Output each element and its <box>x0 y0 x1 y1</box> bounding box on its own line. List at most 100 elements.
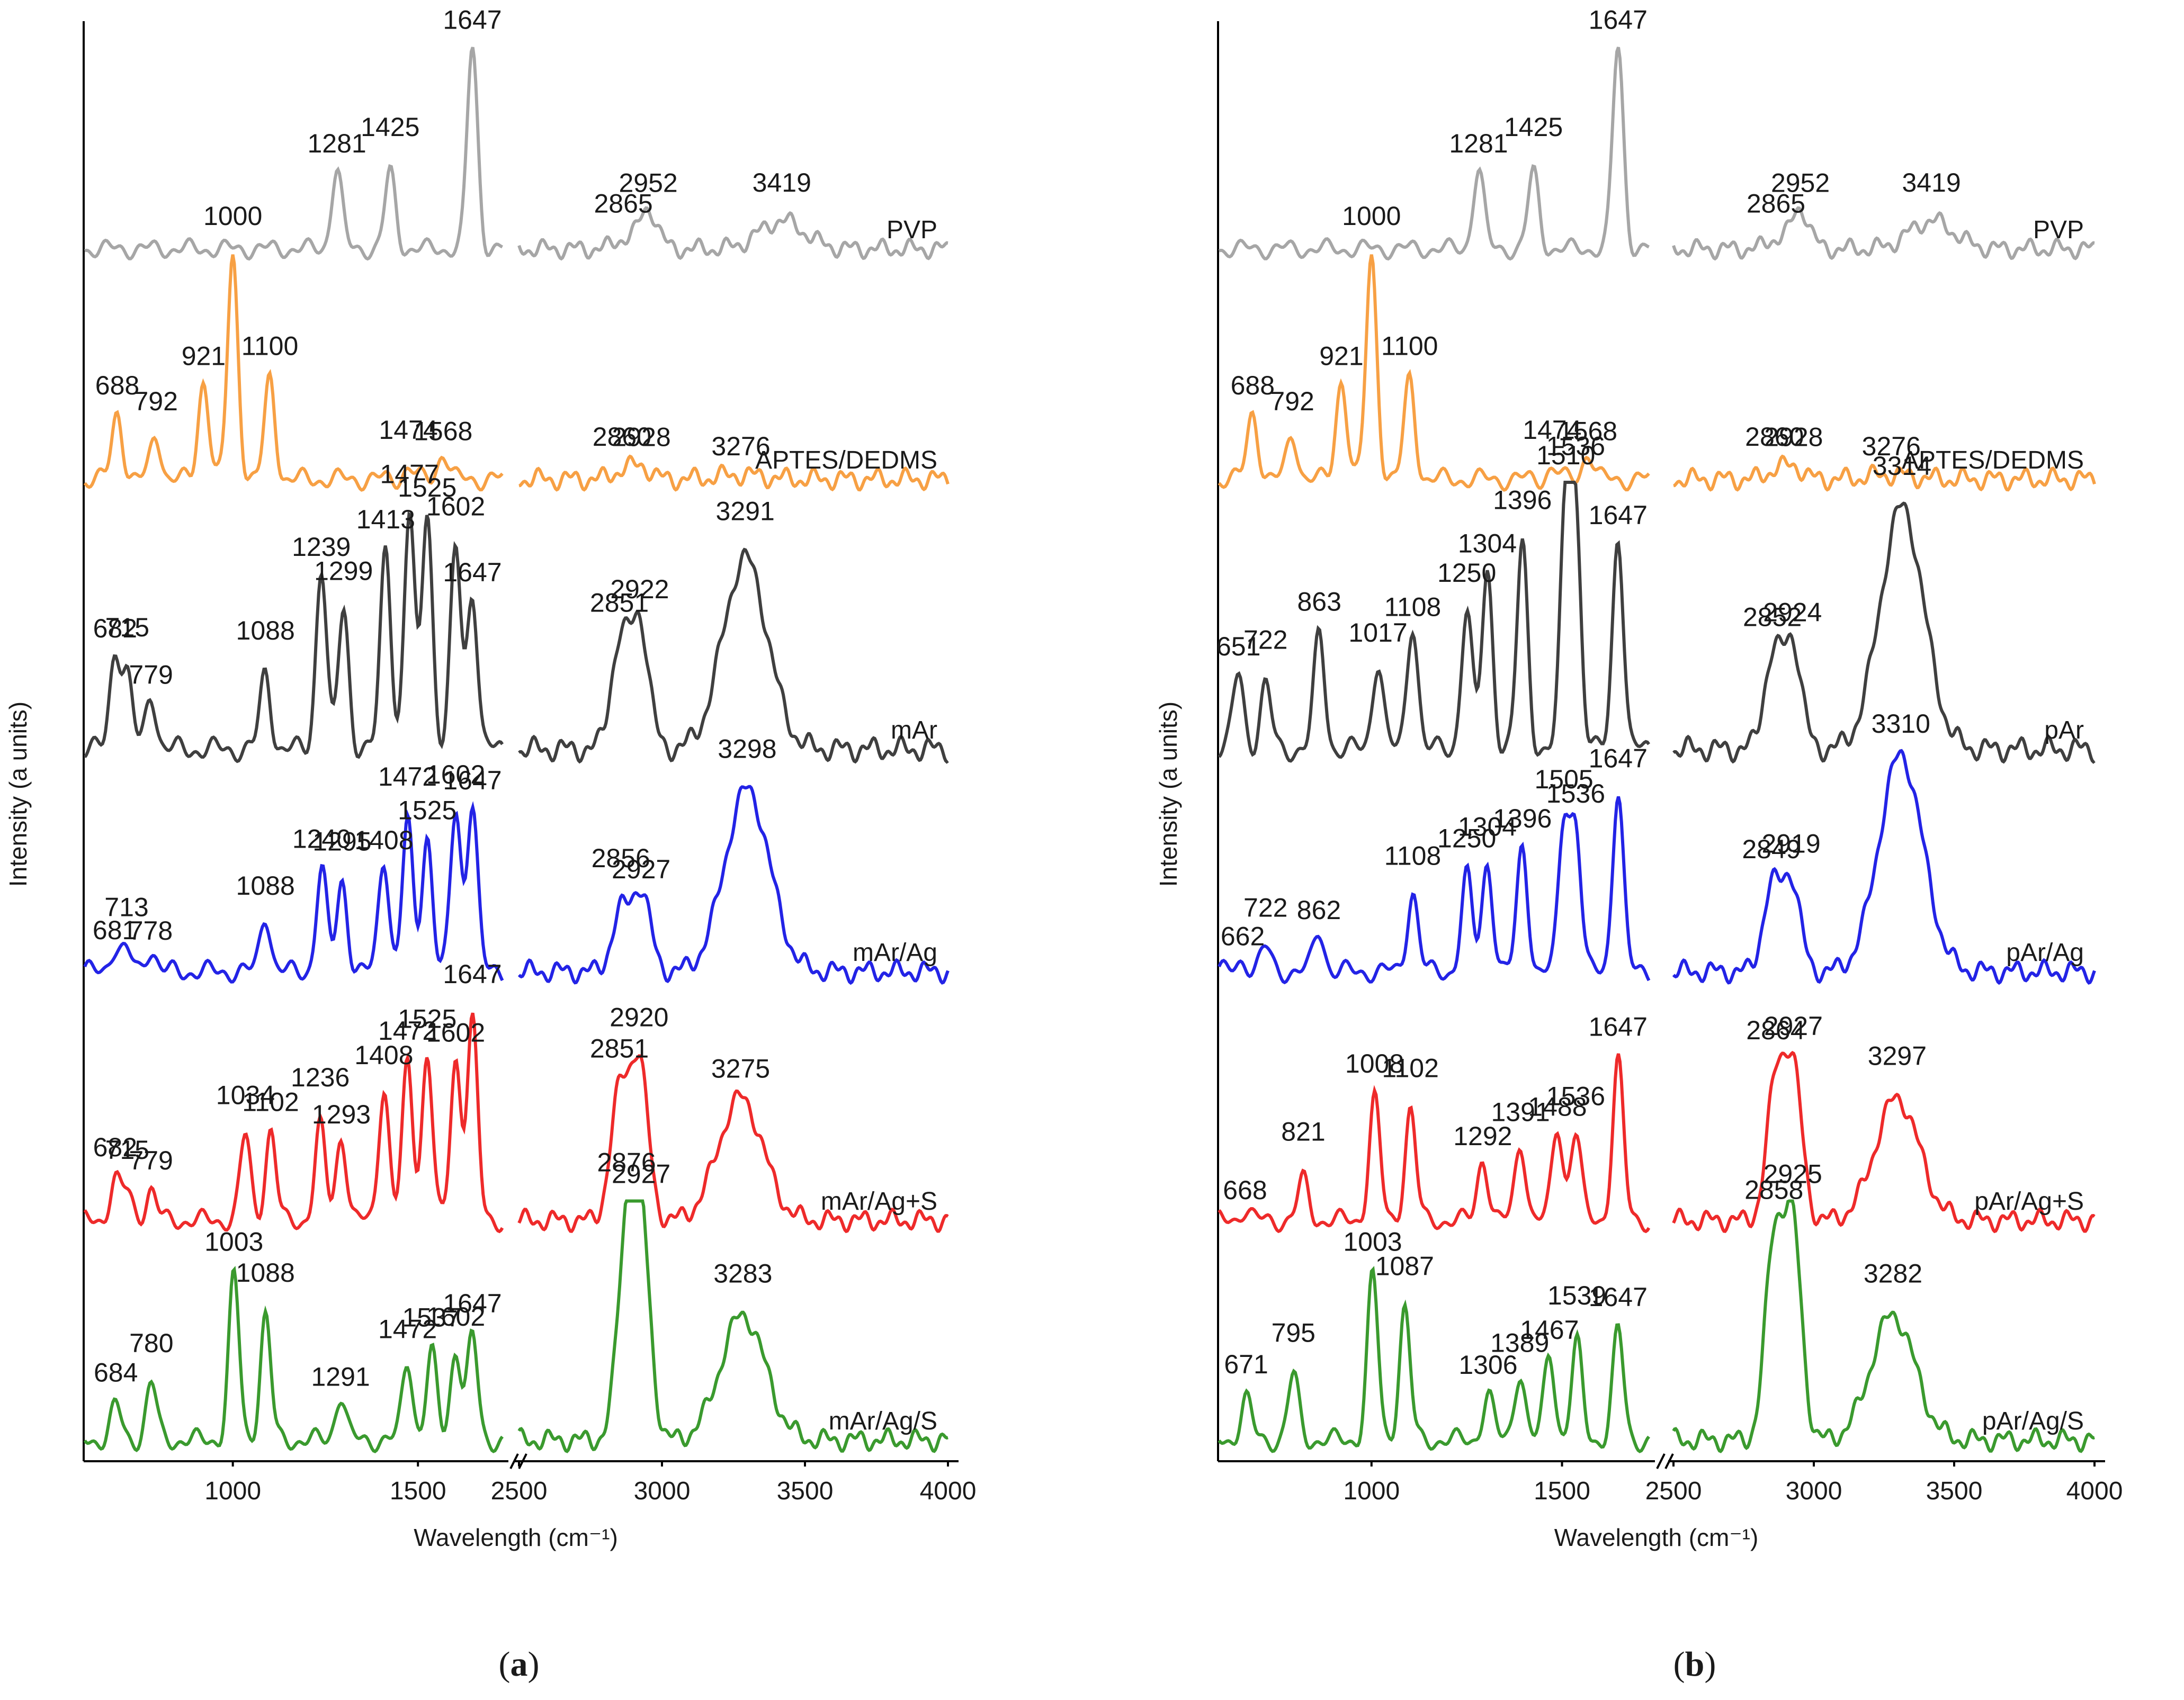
peak-label: 1505 <box>1535 764 1594 794</box>
peak-label: 1602 <box>426 1302 485 1332</box>
peak-label: 3283 <box>713 1259 772 1289</box>
series-line <box>1672 1050 2096 1234</box>
peak-label: 779 <box>129 660 173 689</box>
panel-label: (a) <box>499 1645 540 1684</box>
peak-label: 1003 <box>1343 1227 1402 1256</box>
peak-label: 921 <box>1319 341 1363 371</box>
peak-label: 1088 <box>236 1258 295 1288</box>
peak-label: 862 <box>1297 895 1341 925</box>
peak-label: 1396 <box>1493 804 1552 833</box>
peak-label: 3297 <box>1868 1041 1927 1071</box>
peak-label: 1389 <box>1490 1328 1549 1357</box>
peak-label: 2849 <box>1742 834 1801 864</box>
series-name-label: APTES/DEDMS <box>1902 446 2084 474</box>
series-line <box>83 1266 504 1453</box>
peak-label: 2864 <box>1746 1015 1805 1045</box>
series-name-label: PVP <box>2033 216 2084 244</box>
panel-label: (b) <box>1673 1645 1716 1684</box>
peak-label: 684 <box>94 1357 138 1387</box>
series-line <box>517 1054 949 1234</box>
peak-label: 1102 <box>242 1087 299 1117</box>
peak-label: 3310 <box>1872 709 1930 739</box>
peak-label: 863 <box>1297 587 1341 617</box>
peak-label: 1100 <box>1381 331 1438 361</box>
peak-label: 1239 <box>292 532 351 562</box>
peak-label: 1087 <box>1375 1252 1434 1281</box>
peak-label: 2865 <box>1747 189 1805 219</box>
peak-label: 1488 <box>1528 1092 1587 1121</box>
peak-label: 1525 <box>398 795 457 825</box>
y-axis-title: Intensity (a units) <box>1154 701 1182 887</box>
peak-label: 2924 <box>1763 598 1822 627</box>
peak-label: 671 <box>1224 1350 1268 1379</box>
peak-label: 1408 <box>354 1040 413 1070</box>
peak-label: 792 <box>134 386 178 416</box>
peak-label: 2858 <box>1744 1175 1803 1205</box>
peak-label: 1647 <box>443 1289 502 1318</box>
x-tick-label: 3500 <box>777 1477 834 1505</box>
peak-label: 1108 <box>1384 841 1442 870</box>
peak-label: 1536 <box>1546 1082 1605 1111</box>
panel-a: 1000 1500 2500 3000 3500 4000 Wavelength (cm⁻¹… <box>4 5 976 1684</box>
peak-label: 1647 <box>443 766 502 795</box>
peak-label: 1003 <box>204 1227 263 1256</box>
peak-label: 2876 <box>597 1148 656 1177</box>
peak-label: 2865 <box>594 189 652 219</box>
peak-label: 1647 <box>1589 1282 1648 1312</box>
series-line <box>1672 206 2095 261</box>
peak-label: 1467 <box>1520 1315 1579 1345</box>
series-name-label: mAr/Ag+S <box>821 1188 937 1216</box>
series-line <box>517 1199 948 1453</box>
peak-label: 1000 <box>203 201 262 231</box>
x-tick-label: 3000 <box>1786 1477 1842 1505</box>
peak-label: 1647 <box>1589 1012 1648 1042</box>
peak-label: 688 <box>1231 371 1275 400</box>
series-line <box>1218 796 1651 985</box>
peak-label: 1647 <box>1589 500 1648 530</box>
series-line <box>1672 501 2096 764</box>
series-line <box>83 1012 504 1234</box>
peak-label: 2928 <box>612 422 671 452</box>
peak-label: 2927 <box>612 1159 670 1189</box>
series-line <box>83 801 504 984</box>
peak-label: 1425 <box>361 112 419 142</box>
peak-label: 1100 <box>241 331 299 361</box>
peak-label: 1647 <box>443 5 502 35</box>
series-line <box>518 454 950 492</box>
peak-label: 1647 <box>1589 743 1648 773</box>
x-tick-label: 1500 <box>1534 1477 1590 1505</box>
series-name-label: pAr/Ag/S <box>1982 1407 2084 1435</box>
series-line <box>1673 454 2096 492</box>
peak-label: 1034 <box>216 1081 275 1110</box>
series-name-label: mAr/Ag/S <box>829 1407 937 1435</box>
peak-label: 2928 <box>1764 422 1823 452</box>
peak-label: 3276 <box>1862 431 1921 461</box>
axis-break-mark <box>509 1453 527 1469</box>
peak-label: 662 <box>1221 921 1265 951</box>
peak-label: 1525 <box>398 473 457 502</box>
peak-label: 3314 <box>1873 451 1931 481</box>
series-line <box>1218 481 1651 763</box>
axis-break-mark <box>1656 1453 1674 1469</box>
series-name-label: APTES/DEDMS <box>755 446 937 474</box>
peak-label: 682 <box>93 1132 137 1162</box>
peak-label: 1293 <box>312 1100 371 1129</box>
peak-label: 2922 <box>610 574 669 604</box>
peak-label: 1236 <box>291 1063 350 1092</box>
peak-label: 1088 <box>236 871 295 901</box>
peak-label: 651 <box>1216 632 1260 661</box>
x-tick-label: 3500 <box>1926 1477 1983 1505</box>
peak-label: 1396 <box>1493 485 1552 515</box>
peak-label: 1391 <box>1491 1098 1550 1127</box>
panel-b: 1000 1500 2500 3000 3500 4000 Wavelength (cm⁻¹… <box>1154 5 2123 1684</box>
peak-label: 2860 <box>1745 422 1804 452</box>
peak-label: 1472 <box>378 1314 437 1344</box>
peak-label: 3298 <box>718 734 776 763</box>
series-name-label: pAr/Ag+S <box>1974 1188 2084 1216</box>
peak-label: 1102 <box>1382 1054 1439 1083</box>
series-line <box>84 47 503 261</box>
peak-label: 722 <box>1243 625 1287 655</box>
peak-label: 715 <box>105 1135 149 1165</box>
peak-label: 1281 <box>307 129 366 158</box>
x-tick-label: 1000 <box>204 1477 261 1505</box>
